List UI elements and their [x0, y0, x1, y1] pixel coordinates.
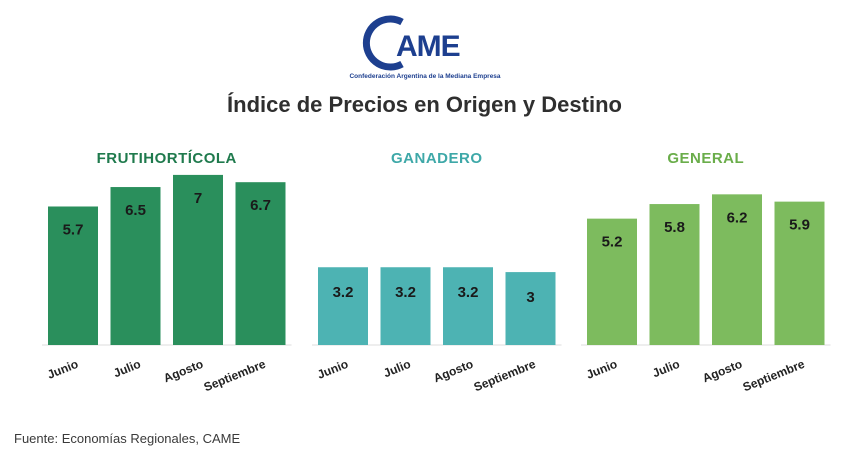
tick-label-general-junio: Junio — [584, 357, 619, 382]
bar-frutihortcola-septiembre — [235, 182, 286, 345]
data-label-ganadero-agosto: 3.2 — [458, 284, 479, 301]
data-label-ganadero-julio: 3.2 — [395, 284, 416, 301]
bar-ganadero-septiembre — [505, 272, 556, 345]
data-label-general-junio: 5.2 — [602, 234, 623, 251]
data-label-frutihortcola-junio: 5.7 — [63, 221, 84, 238]
tick-label-general-agosto: Agosto — [701, 357, 745, 385]
data-label-general-agosto: 6.2 — [727, 209, 748, 226]
tick-label-ganadero-agosto: Agosto — [432, 357, 476, 385]
bar-general-julio — [649, 204, 700, 345]
bar-ganadero-julio — [380, 267, 431, 345]
bar-frutihortcola-julio — [110, 187, 161, 345]
tick-label-general-julio: Julio — [650, 357, 681, 380]
data-label-frutihortcola-septiembre: 6.7 — [250, 197, 271, 214]
bar-general-agosto — [712, 194, 762, 345]
tick-label-general-septiembre: Septiembre — [741, 357, 807, 395]
tick-label-frutihortcola-agosto: Agosto — [162, 357, 206, 385]
page-title: Índice de Precios en Origen y Destino — [227, 92, 622, 117]
tick-label-ganadero-septiembre: Septiembre — [472, 357, 538, 395]
data-label-general-septiembre: 5.9 — [789, 217, 810, 234]
bar-frutihortcola-agosto — [173, 174, 223, 345]
tick-label-ganadero-julio: Julio — [381, 357, 412, 380]
logo-subtitle: Confederación Argentina de la Mediana Em… — [349, 73, 501, 80]
tick-label-frutihortcola-septiembre: Septiembre — [202, 357, 268, 395]
came-logo: AME — [362, 15, 461, 71]
chart-title-general: GENERAL — [667, 150, 744, 167]
bar-general-junio — [587, 218, 637, 345]
tick-label-frutihortcola-junio: Junio — [45, 357, 80, 382]
tick-label-frutihortcola-julio: Julio — [111, 357, 142, 380]
data-label-general-julio: 5.8 — [664, 219, 685, 236]
svg-text:AME: AME — [396, 30, 460, 63]
data-label-frutihortcola-agosto: 7 — [194, 190, 202, 207]
source-note: Fuente: Economías Regionales, CAME — [14, 431, 241, 446]
data-label-ganadero-junio: 3.2 — [333, 284, 354, 301]
data-label-ganadero-septiembre: 3 — [526, 289, 534, 306]
chart-title-frutihortcola: FRUTIHORTÍCOLA — [97, 150, 237, 167]
bar-general-septiembre — [774, 201, 825, 345]
data-label-frutihortcola-julio: 6.5 — [125, 202, 146, 219]
tick-label-ganadero-junio: Junio — [315, 357, 350, 382]
bar-frutihortcola-junio — [48, 206, 98, 345]
bar-ganadero-junio — [318, 267, 368, 345]
chart-title-ganadero: GANADERO — [391, 150, 483, 167]
bar-ganadero-agosto — [443, 267, 493, 345]
